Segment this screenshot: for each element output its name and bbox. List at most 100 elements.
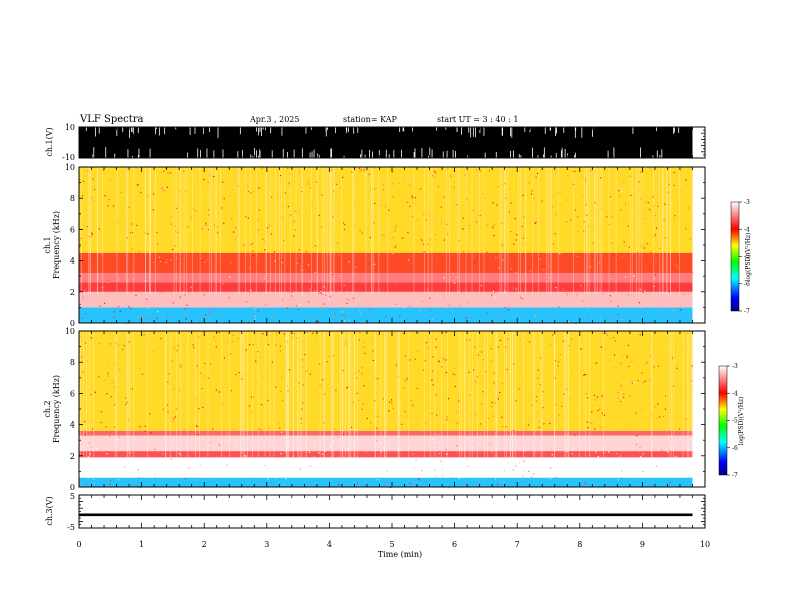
spectrogram-pixel	[653, 236, 656, 238]
spectrogram-pixel	[417, 447, 419, 449]
spectrogram-pixel	[248, 292, 251, 294]
spectrogram-pixel	[369, 363, 372, 365]
spectrogram-pixel	[280, 453, 282, 455]
spectrogram-pixel	[260, 404, 263, 406]
spectrogram-pixel	[654, 274, 657, 276]
spectrogram-pixel	[438, 361, 440, 363]
spectrogram-pixel	[671, 202, 673, 204]
spectrogram-streak	[88, 168, 89, 294]
spectrogram-pixel	[674, 360, 676, 362]
spectrogram-streak	[477, 332, 478, 458]
spectrogram-pixel	[513, 243, 515, 245]
spectrogram-pixel	[121, 214, 124, 216]
waveform-ch1-gap	[262, 127, 264, 130]
spectrogram-pixel	[332, 190, 335, 192]
spectrogram-pixel	[390, 399, 393, 401]
spectrogram-pixel	[162, 453, 164, 455]
spectrogram-pixel	[205, 314, 207, 316]
spectrogram-pixel	[245, 349, 247, 351]
waveform-ch1-gap	[258, 155, 259, 158]
spectrogram-pixel	[681, 270, 683, 272]
waveform-ch1-gap	[197, 148, 199, 158]
spectrogram-pixel	[182, 459, 184, 461]
spectrogram-streak	[662, 168, 663, 294]
spectrogram-pixel	[435, 233, 437, 236]
spectrogram-pixel	[477, 420, 480, 422]
spectrogram-pixel	[337, 446, 339, 448]
spectrogram-pixel	[445, 359, 447, 361]
spectrogram-pixel	[613, 253, 615, 256]
spectrogram-pixel	[198, 336, 200, 338]
spectrogram-pixel	[150, 317, 152, 319]
spectrogram-pixel	[629, 450, 631, 452]
waveform-ch1-gap	[127, 149, 129, 158]
spectrogram-streak	[175, 168, 177, 294]
spectrogram-streak	[243, 332, 245, 458]
spectrogram-streak	[242, 332, 244, 458]
spectrogram-pixel	[231, 189, 234, 191]
spectrogram-pixel	[248, 344, 251, 346]
spectrogram-pixel	[624, 209, 626, 211]
spectrogram-pixel	[350, 426, 353, 429]
spectrogram-pixel	[617, 398, 619, 400]
spectrogram-streak	[353, 168, 355, 294]
spectrogram-pixel	[635, 412, 637, 414]
spectrogram-pixel	[412, 202, 414, 204]
spectrogram-pixel	[467, 228, 470, 230]
spectrogram-streak	[209, 168, 210, 294]
spectrogram-pixel	[185, 318, 187, 320]
spectrogram-ch1-ylabel: Frequency (kHz)	[52, 211, 61, 279]
spectrogram-pixel	[490, 348, 493, 350]
spectrogram-pixel	[178, 389, 181, 391]
spectrogram-pixel	[589, 454, 591, 456]
spectrogram-pixel	[320, 255, 323, 258]
spectrogram-pixel	[157, 310, 159, 313]
spectrogram-pixel	[503, 172, 505, 174]
spectrogram-pixel	[342, 433, 344, 435]
spectrogram-pixel	[510, 456, 512, 459]
spectrogram-pixel	[445, 371, 447, 374]
spectrogram-streak	[199, 332, 200, 458]
spectrogram-pixel	[615, 367, 617, 369]
spectrogram-pixel	[118, 353, 120, 355]
spectrogram-streak	[349, 332, 350, 458]
spectrogram-pixel	[515, 228, 517, 231]
waveform-ch1-gap	[484, 152, 486, 158]
spectrogram-pixel	[318, 292, 320, 294]
spectrogram-pixel	[207, 194, 209, 196]
spectrogram-pixel	[299, 468, 302, 470]
spectrogram-pixel	[396, 305, 398, 307]
spectrogram-pixel	[395, 364, 398, 366]
spectrogram-pixel	[235, 227, 237, 229]
spectrogram-pixel	[109, 483, 111, 486]
spectrogram-pixel	[508, 211, 511, 213]
spectrogram-pixel	[238, 372, 240, 374]
spectrogram-pixel	[261, 387, 263, 390]
spectrogram-pixel	[492, 202, 494, 204]
spectrogram-pixel	[688, 226, 690, 228]
spectrogram-pixel	[488, 320, 490, 322]
spectrogram-pixel	[516, 313, 518, 315]
spectrogram-pixel	[363, 321, 365, 323]
spectrogram-pixel	[643, 244, 645, 247]
spectrogram-pixel	[263, 249, 266, 251]
spectrogram-pixel	[79, 246, 81, 248]
spectrogram-pixel	[344, 414, 346, 417]
spectrogram-streak	[287, 332, 289, 458]
spectrogram-pixel	[417, 306, 419, 309]
spectrogram-pixel	[466, 338, 468, 340]
spectrogram-pixel	[328, 356, 330, 358]
spectrogram-pixel	[260, 429, 262, 431]
spectrogram-pixel	[392, 407, 394, 410]
spectrogram-pixel	[229, 353, 231, 355]
spectrogram-pixel	[580, 285, 582, 287]
spectrogram-pixel	[490, 360, 492, 362]
spectrogram-pixel	[342, 222, 345, 224]
spectrogram-pixel	[675, 455, 677, 458]
spectrogram-pixel	[644, 380, 647, 382]
spectrogram-pixel	[562, 288, 564, 290]
spectrogram-pixel	[184, 477, 186, 480]
spectrogram-pixel	[362, 278, 364, 280]
spectrogram-streak	[554, 332, 555, 458]
spectrogram-pixel	[499, 466, 501, 468]
